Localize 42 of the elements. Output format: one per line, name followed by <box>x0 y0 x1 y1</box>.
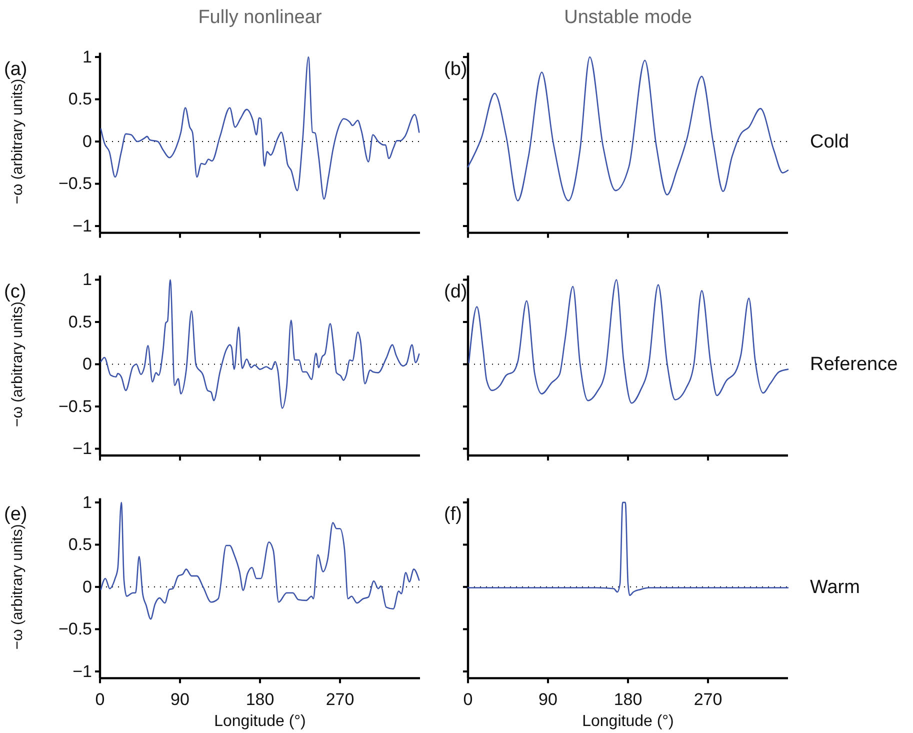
chart-title: (c) <box>4 282 26 302</box>
x-axis-title: Longitude (°) <box>582 713 674 730</box>
x-tick-label: 0 <box>463 690 473 709</box>
y-tick-label: 0.5 <box>68 312 92 332</box>
x-tick-label: 180 <box>246 690 274 709</box>
chart-title: (e) <box>4 504 28 526</box>
y-tick-label: 0.5 <box>68 535 92 554</box>
chart-title: (d) <box>444 282 468 302</box>
chart-subtitle: Unstable mode <box>564 6 692 28</box>
x-tick-label: 90 <box>538 690 558 709</box>
y-tick-label: 0 <box>82 354 92 374</box>
y-tick-label: −0.5 <box>58 620 92 639</box>
y-tick-label: −1 <box>72 439 92 458</box>
line-series <box>100 56 420 200</box>
chart-title: (f) <box>444 504 462 526</box>
y-axis-title: −ω (arbitrary units) <box>9 78 26 204</box>
y-tick-label: 0 <box>82 577 92 596</box>
text: Cold <box>810 132 850 153</box>
y-tick-label: 1 <box>82 47 92 66</box>
y-tick-label: 0.5 <box>68 90 92 109</box>
y-tick-label: 0 <box>82 132 92 151</box>
chart-title: (a) <box>4 58 28 80</box>
text: Reference <box>810 354 898 376</box>
text: Warm <box>810 576 860 598</box>
x-tick-label: 90 <box>170 690 190 709</box>
line-series <box>100 502 420 620</box>
x-tick-label: 270 <box>694 690 722 709</box>
chart-title: (b) <box>444 58 468 80</box>
y-tick-label: 1 <box>82 270 92 290</box>
y-tick-label: −0.5 <box>58 396 92 416</box>
y-axis-title: −ω (arbitrary units) <box>9 524 26 650</box>
x-tick-label: 0 <box>95 690 105 709</box>
x-tick-label: 180 <box>614 690 642 709</box>
x-tick-label: 270 <box>326 690 354 709</box>
line-series <box>100 279 420 409</box>
chart-subtitle: Fully nonlinear <box>198 6 322 28</box>
x-axis-title: Longitude (°) <box>214 713 306 730</box>
y-tick-label: −1 <box>72 216 92 236</box>
y-axis-title: −ω (arbitrary units) <box>9 301 26 427</box>
y-tick-label: −1 <box>72 662 92 681</box>
y-tick-label: −0.5 <box>58 174 92 194</box>
y-tick-label: 1 <box>82 492 92 512</box>
